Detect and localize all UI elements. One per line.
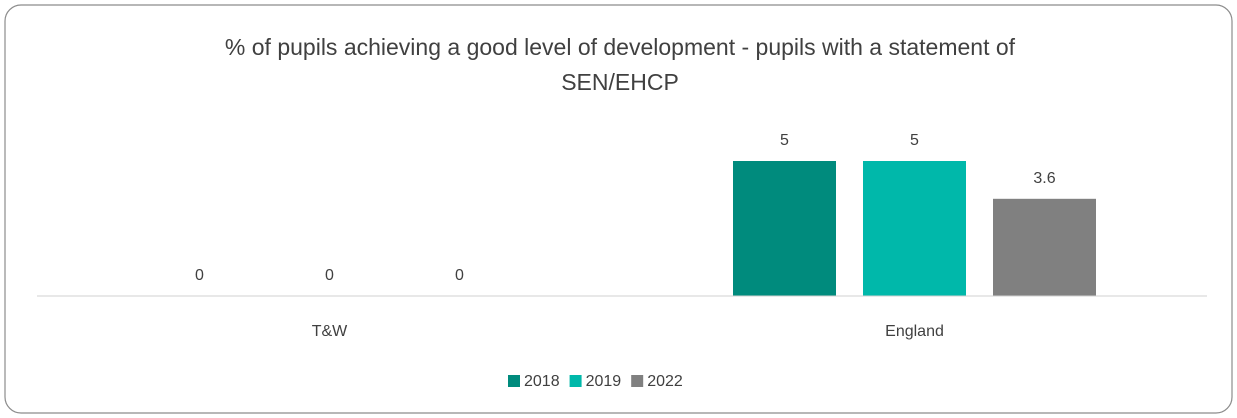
- data-label: 5: [780, 132, 789, 149]
- chart-border: [4, 4, 1233, 414]
- legend-label: 2019: [586, 373, 622, 390]
- bar: [733, 161, 836, 296]
- chart-title: % of pupils achieving a good level of de…: [224, 34, 1016, 95]
- x-tick-label: England: [885, 323, 944, 340]
- data-label: 0: [195, 267, 204, 284]
- x-tick-label: T&W: [312, 323, 348, 340]
- bar: [993, 198, 1096, 296]
- data-label: 0: [325, 267, 334, 284]
- legend-label: 2022: [647, 373, 683, 390]
- legend-swatch: [508, 375, 520, 387]
- legend-swatch: [569, 375, 582, 387]
- data-label: 0: [455, 267, 464, 284]
- legend-swatch: [631, 375, 644, 387]
- data-label: 3.6: [1033, 170, 1055, 187]
- bar: [863, 161, 966, 296]
- data-label: 5: [910, 132, 919, 149]
- legend-label: 2018: [524, 373, 560, 390]
